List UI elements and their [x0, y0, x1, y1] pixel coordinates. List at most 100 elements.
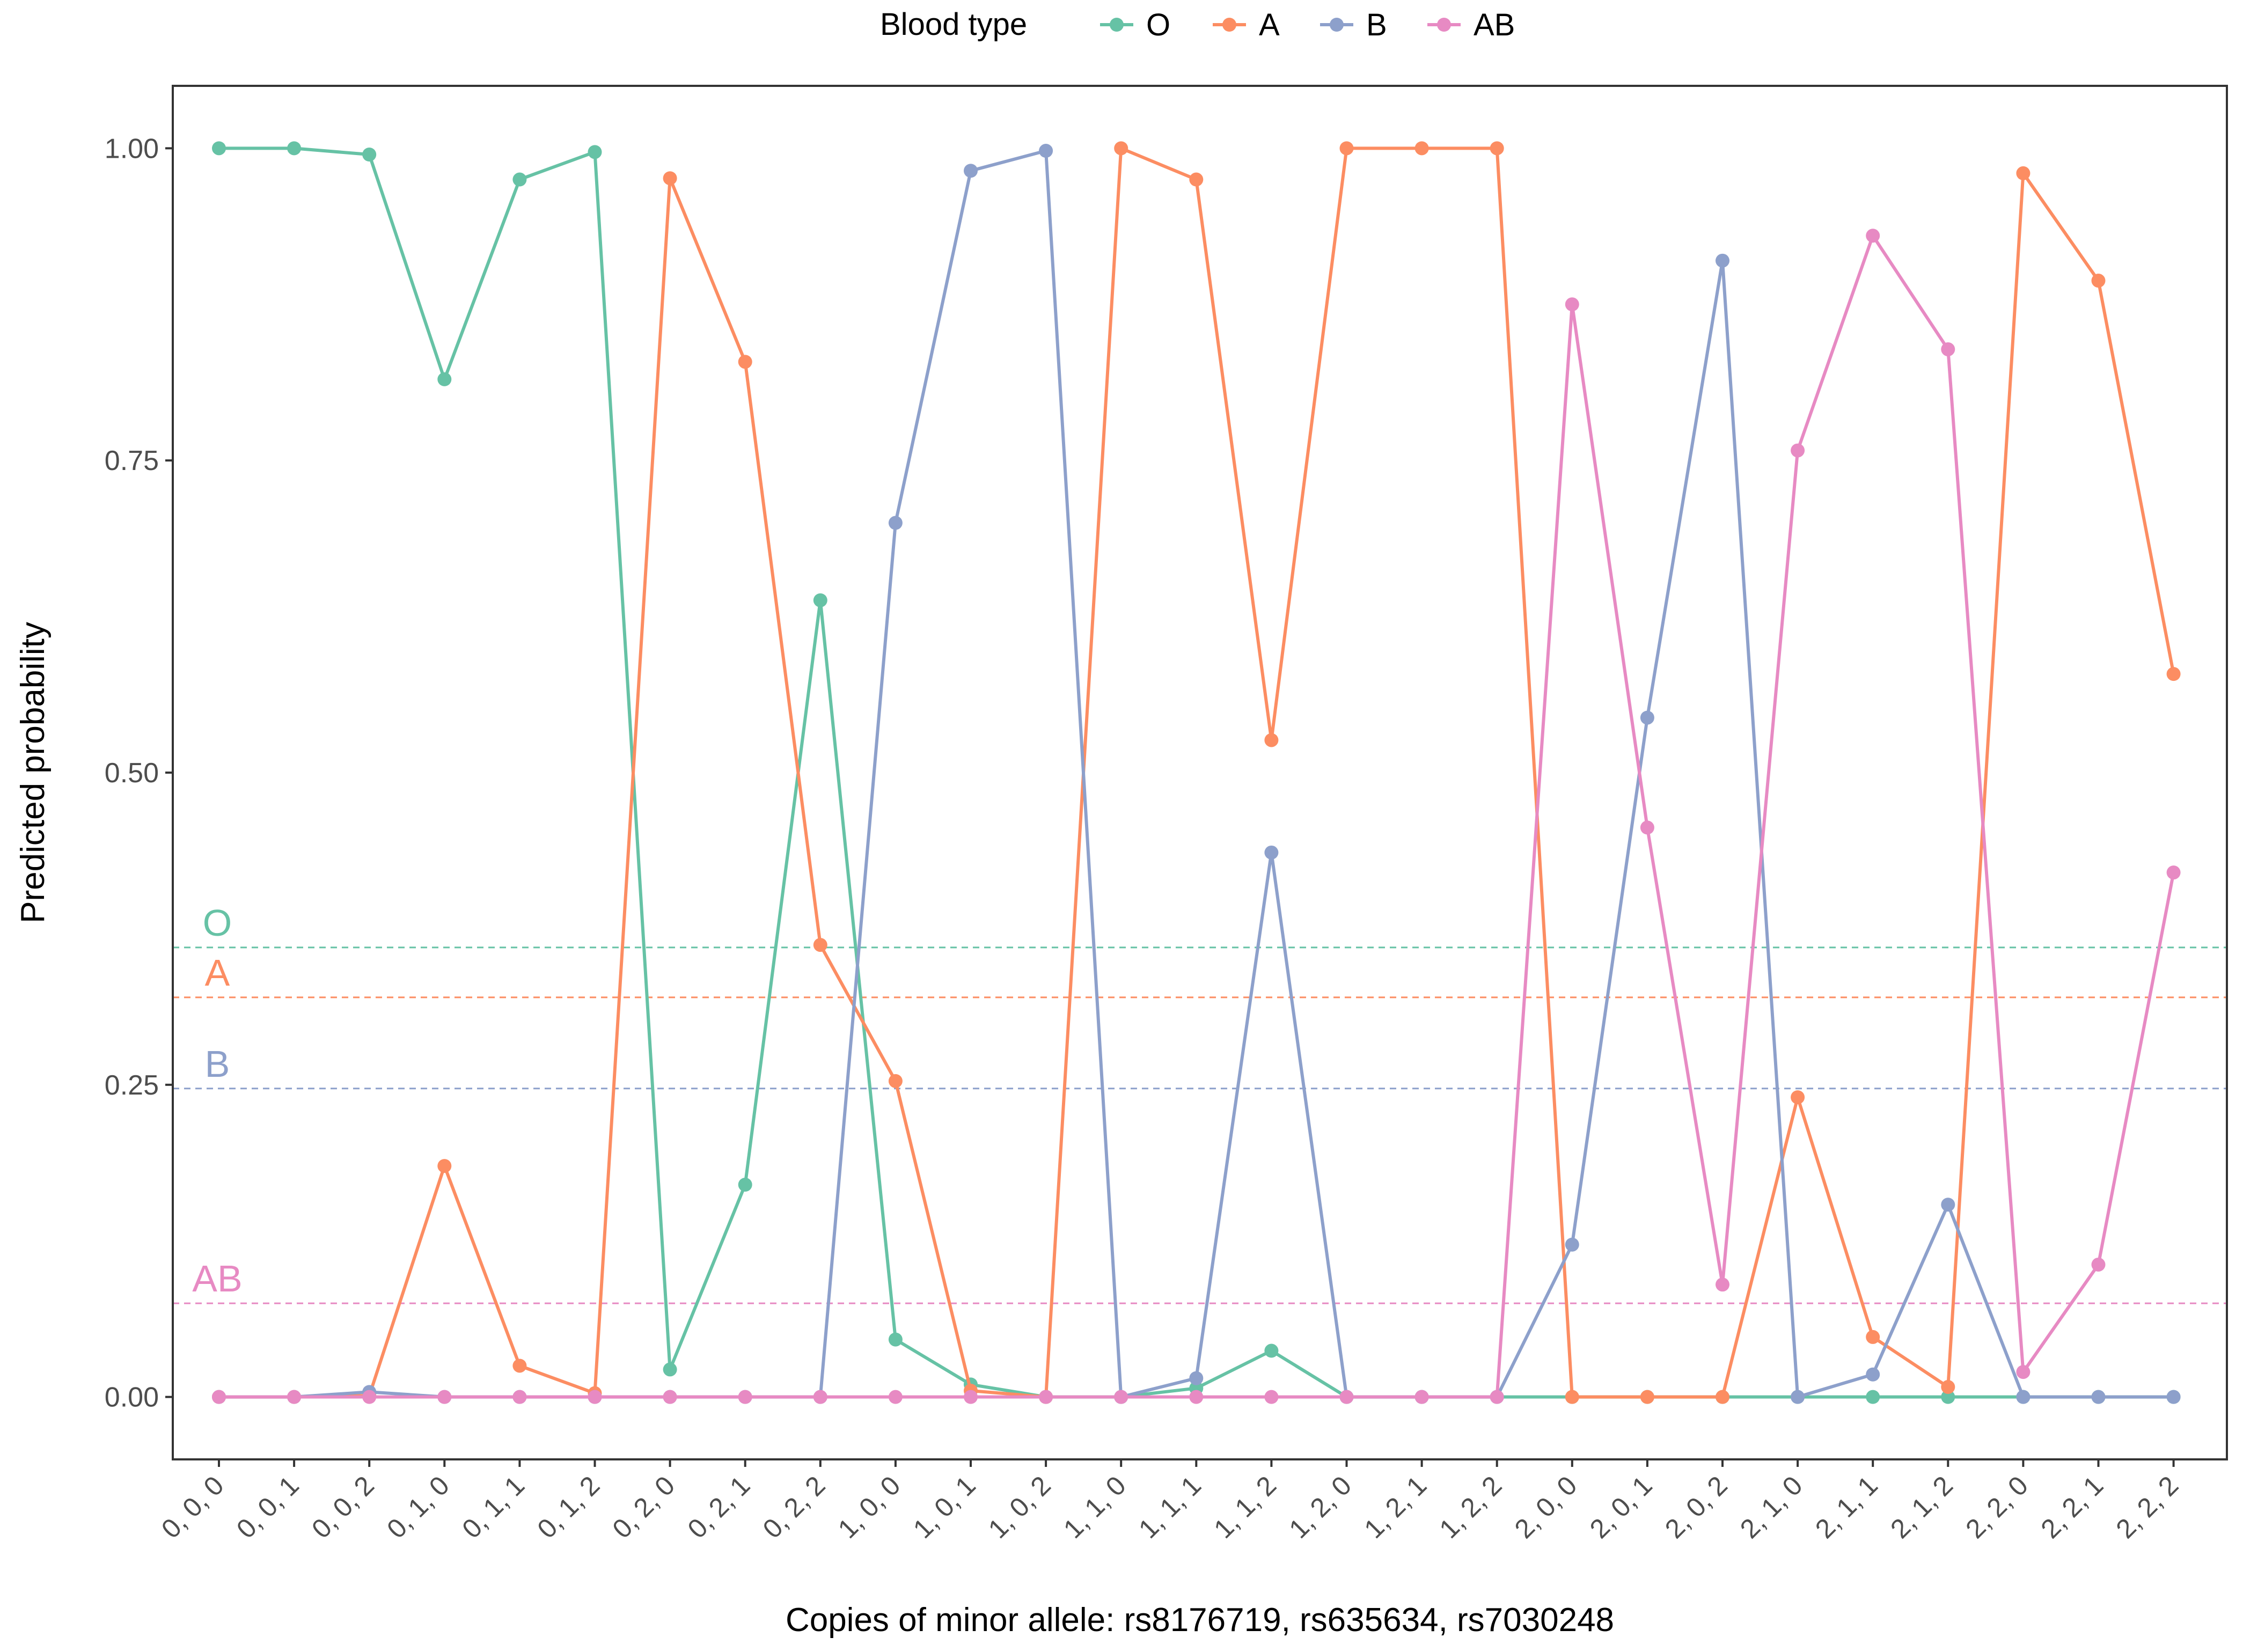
point-a-18: [1565, 1390, 1579, 1404]
point-a-24: [2016, 166, 2031, 180]
point-o-6: [663, 1362, 677, 1377]
point-ab-11: [1039, 1390, 1053, 1404]
point-o-22: [1866, 1390, 1880, 1404]
point-ab-23: [1941, 342, 1955, 357]
series-layer: [212, 141, 2181, 1404]
x-axis-title: Copies of minor allele: rs8176719, rs635…: [786, 1602, 1614, 1639]
point-a-21: [1791, 1090, 1805, 1105]
legend-item-o: O: [1100, 8, 1170, 42]
point-ab-5: [588, 1390, 602, 1404]
legend-key-point-ab: [1437, 18, 1451, 32]
point-b-21: [1791, 1390, 1805, 1404]
y-tick-label-2: 0.50: [105, 758, 159, 789]
y-tick-label-3: 0.75: [105, 445, 159, 476]
y-tick-label-1: 0.25: [105, 1070, 159, 1101]
point-b-24: [2016, 1390, 2031, 1404]
legend-key-point-o: [1110, 18, 1124, 32]
point-b-26: [2166, 1390, 2181, 1404]
point-a-12: [1114, 141, 1128, 156]
point-ab-4: [512, 1390, 527, 1404]
point-a-8: [813, 938, 827, 952]
y-axis-title: Predicted probability: [14, 622, 52, 923]
point-ab-15: [1339, 1390, 1354, 1404]
point-a-19: [1640, 1390, 1654, 1404]
point-ab-0: [212, 1390, 226, 1404]
point-ab-22: [1866, 229, 1880, 243]
legend-item-ab: AB: [1427, 8, 1515, 42]
point-ab-1: [287, 1390, 302, 1404]
point-a-22: [1866, 1330, 1880, 1344]
point-o-8: [813, 593, 827, 607]
point-b-11: [1039, 144, 1053, 158]
point-o-23: [1941, 1390, 1955, 1404]
point-o-3: [437, 372, 452, 386]
point-ab-18: [1565, 297, 1579, 312]
point-ab-2: [362, 1390, 377, 1404]
baseline-label-b: B: [205, 1043, 230, 1085]
point-o-1: [287, 141, 302, 156]
point-a-15: [1339, 141, 1354, 156]
point-ab-16: [1414, 1390, 1429, 1404]
point-ab-21: [1791, 443, 1805, 458]
point-a-3: [437, 1159, 452, 1173]
point-o-9: [888, 1332, 903, 1347]
y-axis: 0.00 0.25 0.50 0.75 1.00: [105, 133, 173, 1413]
point-a-23: [1941, 1380, 1955, 1394]
point-b-18: [1565, 1237, 1579, 1252]
legend-title: Blood type: [880, 7, 1027, 42]
point-a-14: [1264, 733, 1279, 747]
point-ab-7: [738, 1390, 752, 1404]
point-a-4: [512, 1359, 527, 1373]
point-ab-6: [663, 1390, 677, 1404]
point-a-20: [1716, 1390, 1729, 1404]
point-b-25: [2091, 1390, 2106, 1404]
legend-item-b: B: [1320, 8, 1387, 42]
point-ab-19: [1640, 820, 1654, 835]
point-o-0: [212, 141, 226, 156]
y-tick-label-4: 1.00: [105, 133, 159, 164]
point-b-9: [888, 516, 903, 530]
point-o-4: [512, 172, 527, 187]
point-a-13: [1189, 172, 1204, 187]
baseline-label-a: A: [205, 952, 230, 994]
legend-label-b: B: [1366, 8, 1387, 42]
point-o-5: [588, 145, 602, 159]
legend-label-a: A: [1259, 8, 1280, 42]
point-b-19: [1640, 710, 1654, 725]
series-a: [212, 141, 2181, 1404]
point-a-25: [2091, 274, 2106, 288]
point-a-16: [1414, 141, 1429, 156]
y-tick-label-0: 0.00: [105, 1382, 159, 1413]
point-a-7: [738, 355, 752, 369]
legend: Blood type O A B AB: [880, 7, 1515, 42]
point-ab-25: [2091, 1257, 2106, 1272]
baseline-label-o: O: [203, 902, 232, 944]
legend-items: O A B AB: [1100, 8, 1515, 42]
point-ab-12: [1114, 1390, 1128, 1404]
legend-item-a: A: [1213, 8, 1280, 42]
point-a-9: [888, 1074, 903, 1088]
point-o-2: [362, 148, 377, 161]
point-a-26: [2166, 667, 2181, 681]
baseline-label-ab: AB: [192, 1258, 242, 1299]
legend-key-point-a: [1222, 18, 1236, 32]
point-ab-10: [964, 1390, 978, 1404]
point-ab-26: [2166, 865, 2181, 880]
point-b-20: [1716, 253, 1729, 268]
point-o-14: [1264, 1343, 1279, 1358]
point-b-23: [1941, 1198, 1955, 1212]
point-ab-14: [1264, 1390, 1279, 1404]
point-b-10: [964, 164, 978, 178]
point-ab-9: [888, 1390, 903, 1404]
point-ab-8: [813, 1390, 827, 1404]
point-ab-13: [1189, 1390, 1204, 1404]
point-b-14: [1264, 845, 1279, 860]
point-o-7: [738, 1178, 752, 1192]
point-ab-17: [1490, 1390, 1504, 1404]
point-a-17: [1490, 141, 1504, 156]
point-a-6: [663, 171, 677, 186]
point-b-13: [1189, 1371, 1204, 1385]
